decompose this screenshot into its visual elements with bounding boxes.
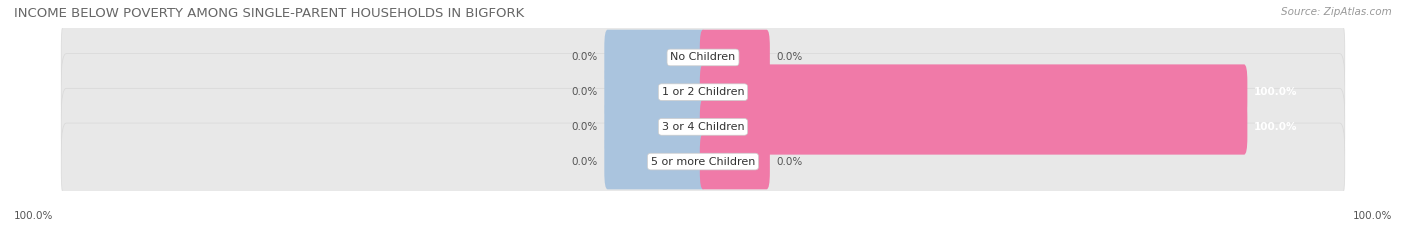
Text: 0.0%: 0.0% [572, 157, 598, 167]
FancyBboxPatch shape [62, 19, 1344, 96]
Text: 100.0%: 100.0% [14, 211, 53, 221]
Text: 100.0%: 100.0% [1254, 87, 1298, 97]
Text: 3 or 4 Children: 3 or 4 Children [662, 122, 744, 132]
FancyBboxPatch shape [700, 99, 1247, 155]
Text: 100.0%: 100.0% [1353, 211, 1392, 221]
FancyBboxPatch shape [700, 134, 770, 189]
Text: INCOME BELOW POVERTY AMONG SINGLE-PARENT HOUSEHOLDS IN BIGFORK: INCOME BELOW POVERTY AMONG SINGLE-PARENT… [14, 7, 524, 20]
FancyBboxPatch shape [62, 88, 1344, 165]
FancyBboxPatch shape [62, 123, 1344, 200]
Text: 0.0%: 0.0% [572, 87, 598, 97]
Text: No Children: No Children [671, 52, 735, 62]
Text: 0.0%: 0.0% [776, 157, 803, 167]
Text: 0.0%: 0.0% [572, 122, 598, 132]
Text: 0.0%: 0.0% [776, 52, 803, 62]
Text: Source: ZipAtlas.com: Source: ZipAtlas.com [1281, 7, 1392, 17]
FancyBboxPatch shape [605, 30, 706, 85]
FancyBboxPatch shape [605, 64, 706, 120]
Text: 0.0%: 0.0% [572, 52, 598, 62]
FancyBboxPatch shape [700, 64, 1247, 120]
Text: 1 or 2 Children: 1 or 2 Children [662, 87, 744, 97]
FancyBboxPatch shape [605, 134, 706, 189]
FancyBboxPatch shape [605, 99, 706, 155]
Text: 5 or more Children: 5 or more Children [651, 157, 755, 167]
FancyBboxPatch shape [62, 54, 1344, 131]
FancyBboxPatch shape [700, 30, 770, 85]
Text: 100.0%: 100.0% [1254, 122, 1298, 132]
